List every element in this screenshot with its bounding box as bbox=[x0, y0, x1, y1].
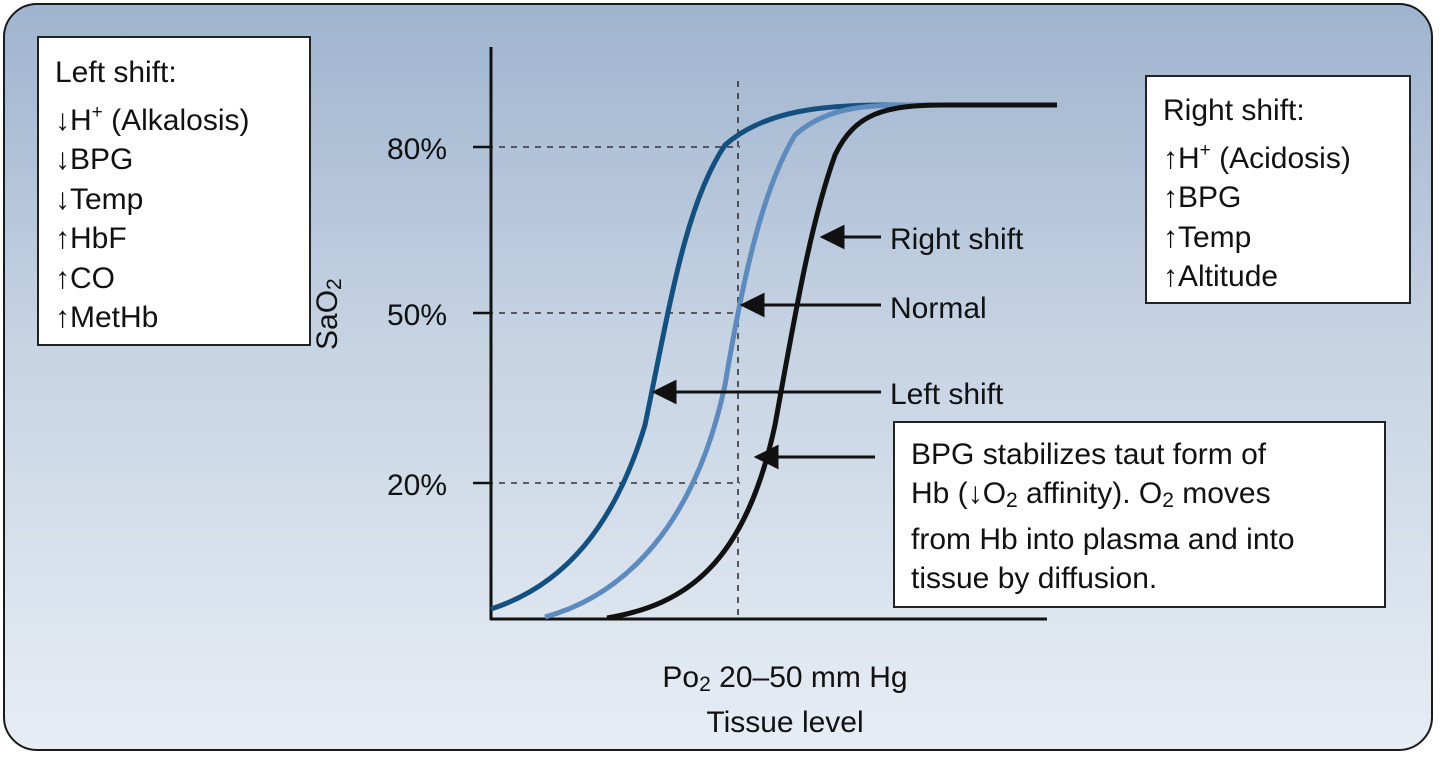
left-shift-box: Left shift: ↓H+ (Alkalosis) ↓BPG ↓Temp ↑… bbox=[37, 36, 311, 346]
up-arrow-icon: ↑ bbox=[1163, 260, 1178, 293]
y-tick-80: 80% bbox=[387, 133, 448, 166]
note-line-3: from Hb into plasma and into bbox=[911, 523, 1295, 556]
left-item-h: ↓H+ (Alkalosis) bbox=[55, 101, 250, 137]
down-arrow-icon: ↓ bbox=[967, 477, 983, 510]
left-item-bpg: ↓BPG bbox=[55, 143, 134, 176]
left-item-methb: ↑MetHb bbox=[55, 301, 159, 334]
right-shift-curve bbox=[606, 102, 1057, 621]
diagram-frame: Left shift: ↓H+ (Alkalosis) ↓BPG ↓Temp ↑… bbox=[3, 3, 1433, 751]
up-arrow-icon: ↑ bbox=[1163, 141, 1178, 175]
right-item-temp: ↑Temp bbox=[1163, 220, 1252, 254]
right-item-altitude: ↑Altitude bbox=[1163, 260, 1279, 293]
normal-label: Normal bbox=[890, 292, 987, 325]
left-shift-arrowhead bbox=[651, 379, 677, 405]
left-shift-label: Left shift bbox=[890, 378, 1004, 411]
right-item-h: ↑H+ (Acidosis) bbox=[1163, 139, 1351, 175]
down-arrow-icon: ↓ bbox=[55, 143, 70, 176]
right-shift-box: Right shift: ↑H+ (Acidosis) ↑BPG ↑Temp ↑… bbox=[1145, 75, 1411, 304]
up-arrow-icon: ↑ bbox=[1163, 181, 1178, 214]
x-axis-label: Po2 20–50 mm Hg Tissue level bbox=[565, 659, 1005, 742]
bpg-note-box: BPG stabilizes taut form of Hb (↓O2 affi… bbox=[893, 421, 1386, 608]
up-arrow-icon: ↑ bbox=[55, 261, 70, 295]
left-shift-title: Left shift: bbox=[55, 56, 177, 89]
note-line-2: Hb (↓O2 affinity). O2 moves bbox=[911, 477, 1271, 512]
note-line-1: BPG stabilizes taut form of bbox=[911, 438, 1267, 471]
right-item-bpg: ↑BPG bbox=[1163, 181, 1242, 214]
left-item-hbf: ↑HbF bbox=[55, 222, 127, 255]
oxygen-dissociation-plot bbox=[473, 47, 1057, 621]
left-item-co: ↑CO bbox=[55, 261, 115, 295]
up-arrow-icon: ↑ bbox=[55, 222, 70, 255]
right-shift-label: Right shift bbox=[890, 223, 1024, 256]
x-axis-label-line-1: Po2 20–50 mm Hg bbox=[662, 661, 908, 696]
right-shift-arrowhead bbox=[819, 224, 845, 250]
y-axis-label: SaO2 bbox=[311, 278, 346, 350]
x-axis-label-line-2: Tissue level bbox=[706, 706, 864, 739]
down-arrow-icon: ↓ bbox=[55, 182, 70, 216]
right-shift-title: Right shift: bbox=[1163, 94, 1305, 127]
bpg-arrowhead bbox=[753, 444, 779, 470]
up-arrow-icon: ↑ bbox=[1163, 220, 1178, 254]
left-item-temp: ↓Temp bbox=[55, 182, 144, 216]
y-tick-20: 20% bbox=[387, 469, 448, 502]
y-tick-50: 50% bbox=[387, 299, 448, 332]
up-arrow-icon: ↑ bbox=[55, 301, 70, 334]
note-line-4: tissue by diffusion. bbox=[911, 562, 1158, 595]
left-shift-curve bbox=[490, 102, 1057, 612]
normal-arrowhead bbox=[739, 292, 765, 318]
down-arrow-icon: ↓ bbox=[55, 103, 70, 137]
normal-curve bbox=[544, 102, 1057, 620]
